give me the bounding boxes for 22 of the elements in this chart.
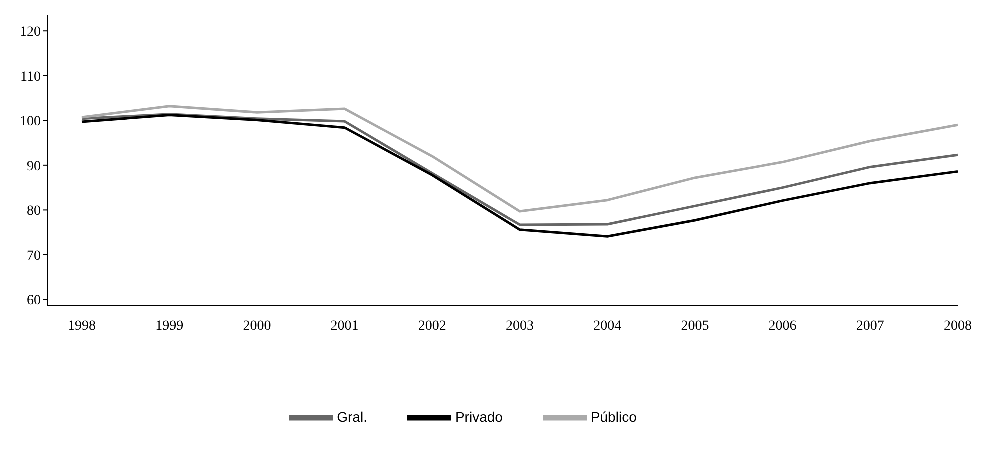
x-tick-label: 2008 [944, 318, 972, 334]
y-tick-label: 60 [27, 294, 41, 309]
y-tick-label: 80 [27, 204, 41, 220]
legend-label: Privado [455, 408, 503, 425]
x-tick-label: 2007 [856, 318, 884, 334]
y-tick-label: 90 [27, 159, 41, 174]
x-tick-label: 2006 [768, 318, 797, 334]
y-tick-label: 120 [20, 25, 41, 40]
x-tick-label: 1999 [156, 318, 184, 334]
y-tick-label: 110 [20, 70, 41, 85]
x-tick-label: 2005 [681, 318, 710, 334]
x-tick-label: 2003 [506, 318, 534, 334]
x-tick-label: 2004 [594, 318, 622, 334]
legend-label: Público [590, 408, 637, 425]
y-tick-label: 100 [20, 114, 41, 130]
x-tick-label: 2001 [330, 318, 359, 334]
x-tick-label: 2000 [243, 318, 272, 334]
line-series [80, 105, 960, 213]
legend-label: Gral. [337, 408, 368, 425]
y-tick-label: 70 [27, 248, 41, 264]
x-tick-label: 2002 [418, 318, 446, 334]
x-tick-label: 1998 [68, 318, 96, 334]
